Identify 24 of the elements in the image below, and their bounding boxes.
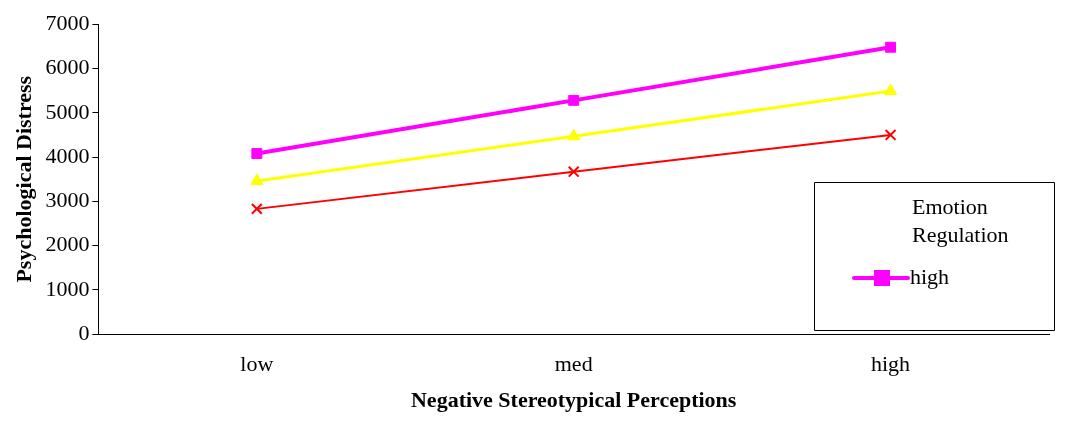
y-tick-label: 0 — [78, 319, 90, 345]
point — [250, 173, 264, 185]
point — [884, 128, 897, 141]
point — [568, 94, 580, 106]
y-tick-label: 4000 — [45, 142, 90, 168]
y-tick-label: 6000 — [45, 54, 90, 80]
x-tick-label: low — [240, 351, 274, 377]
legend-title: Emotion Regulation — [912, 193, 1009, 247]
x-tick-label: med — [554, 351, 593, 377]
y-tick-label: 2000 — [45, 231, 90, 257]
y-tick-label: 5000 — [45, 98, 90, 124]
legend-label: high — [910, 263, 950, 289]
point — [884, 83, 898, 96]
point — [250, 202, 263, 215]
y-tick-label: 3000 — [45, 187, 90, 213]
point — [567, 128, 581, 141]
point — [567, 165, 580, 178]
y-tick-label: 1000 — [45, 275, 90, 301]
point — [251, 148, 263, 159]
y-tick-label: 7000 — [45, 9, 90, 35]
x-tick-label: high — [871, 351, 911, 377]
y-axis-title: Psychological Distress — [10, 75, 36, 283]
x-axis-title: Negative Stereotypical Perceptions — [410, 387, 737, 413]
point — [885, 41, 897, 53]
